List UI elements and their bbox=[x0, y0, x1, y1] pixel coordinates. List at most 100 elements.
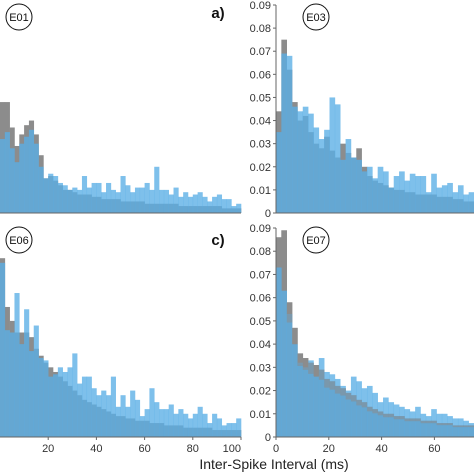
e01-blue-bar bbox=[144, 182, 150, 213]
e06-blue-bar bbox=[72, 353, 78, 437]
e03-blue-bars bbox=[276, 53, 474, 214]
e03-blue-bar bbox=[302, 106, 309, 213]
e01-blue-bar bbox=[178, 196, 184, 213]
e07-grey-overlay-bar bbox=[324, 378, 330, 388]
e01-blue-bar bbox=[62, 185, 68, 213]
e07-grey-overlay-bar bbox=[441, 423, 448, 426]
e03-blue-bar bbox=[318, 139, 325, 213]
e01-blue-bar bbox=[231, 206, 237, 213]
e07-blue-bar bbox=[468, 423, 474, 437]
e06-blue-bar bbox=[183, 413, 189, 437]
e06-blue-bar bbox=[24, 309, 30, 437]
e01-blue-bar bbox=[192, 194, 198, 213]
e06-blue-bar bbox=[202, 413, 208, 437]
e07-tick-labels: 0 0.01 0.02 0.03 0.04 0.05 0.06 0.07 0.08 0.09 0 20… bbox=[250, 223, 441, 455]
e06-blue-bar bbox=[62, 371, 68, 437]
e07-y-tick-label: 0.04 bbox=[250, 339, 271, 351]
e07-grey-overlay-bar bbox=[377, 411, 384, 416]
e06-blue-bar bbox=[221, 425, 227, 437]
e07-grey-overlay-bars bbox=[276, 230, 474, 428]
e01-blue-bar bbox=[72, 187, 78, 213]
e06-blue-bar bbox=[120, 395, 126, 437]
e03-blue-bar bbox=[286, 55, 293, 214]
e01-blue-bar bbox=[226, 199, 232, 213]
e07-grey-overlay-bar bbox=[286, 302, 293, 323]
e06-blue-bar bbox=[57, 367, 63, 437]
e06-blue-bar bbox=[139, 416, 145, 437]
e03-y-tick-label: 0.05 bbox=[250, 92, 271, 104]
e06-blue-bar bbox=[101, 390, 107, 437]
e06-blue-bar bbox=[91, 388, 97, 437]
e06-blue-bar bbox=[67, 367, 73, 437]
e07-blue-bar bbox=[308, 360, 314, 437]
e06-blue-bar bbox=[216, 418, 223, 437]
e07-x-tick-label: 40 bbox=[375, 443, 387, 455]
e03-blue-bar bbox=[409, 173, 416, 213]
e07-x-tick-label: 20 bbox=[323, 443, 335, 455]
e07-grey-overlay-bar bbox=[361, 402, 368, 408]
e03-y-tick-label: 0 bbox=[265, 208, 271, 220]
e03-blue-bar bbox=[350, 157, 357, 213]
e01-blue-bar bbox=[183, 192, 189, 213]
e01-blue-bar bbox=[24, 136, 30, 213]
e07-grey-overlay-bar bbox=[457, 425, 464, 428]
e07-blue-bar bbox=[377, 402, 384, 437]
e07-grey-overlay-bar bbox=[292, 327, 298, 345]
e07-y-tick-label: 0.08 bbox=[250, 246, 271, 258]
e07-blue-bar bbox=[404, 409, 411, 437]
e07-blue-bar bbox=[366, 385, 373, 437]
e07-y-tick-label: 0.05 bbox=[250, 316, 271, 328]
e06-x-tick-label: 60 bbox=[138, 443, 150, 455]
e07-grey-overlay-bar bbox=[463, 425, 469, 428]
e01-blue-bar bbox=[67, 189, 73, 213]
e06-blue-bar bbox=[178, 409, 184, 437]
e06-blue-bar bbox=[81, 376, 88, 437]
e03-y-tick-label: 0.01 bbox=[250, 185, 271, 197]
e01-blue-bar bbox=[207, 201, 213, 213]
e07-grey-overlay-bar bbox=[436, 423, 443, 426]
e06-panel-letter: c) bbox=[211, 232, 224, 249]
e06-blue-bar bbox=[0, 262, 6, 437]
e01-blue-bar bbox=[96, 182, 102, 213]
e07-blue-bar bbox=[393, 404, 400, 437]
e01-blue-bar bbox=[106, 182, 112, 213]
e06-blue-bar bbox=[163, 409, 169, 437]
e06-blue-bar bbox=[231, 423, 237, 437]
e06-tick-labels: 20 40 60 80 100 bbox=[42, 437, 242, 455]
e07-grey-overlay-bar bbox=[318, 369, 325, 380]
e01-blue-bar bbox=[4, 132, 10, 213]
e07-blue-bar bbox=[329, 374, 336, 437]
e01-blue-bar bbox=[120, 176, 126, 213]
e07-grey-overlay-bar bbox=[399, 416, 405, 420]
panel-e07: 0 0.01 0.02 0.03 0.04 0.05 0.06 0.07 0.08 0.09 0 20… bbox=[250, 223, 474, 455]
e01-blue-bar bbox=[173, 187, 179, 213]
e03-blue-bar bbox=[404, 180, 411, 213]
panel-e06: 20 40 60 80 100 E06 c) bbox=[0, 226, 242, 455]
e06-id-circle bbox=[5, 226, 33, 254]
e06-blue-bar bbox=[134, 399, 141, 437]
e06-blue-bar bbox=[9, 332, 15, 437]
e03-blue-bar bbox=[324, 129, 330, 213]
e07-blue-bar bbox=[356, 381, 362, 437]
e01-blue-bar bbox=[187, 196, 194, 213]
e01-blue-bar bbox=[81, 176, 88, 213]
e07-blue-bar bbox=[441, 413, 448, 437]
e06-blue-bar bbox=[226, 423, 232, 437]
e06-blue-bar bbox=[197, 406, 203, 437]
e07-x-tick-label: 0 bbox=[273, 443, 279, 455]
e06-x-tick-label: 20 bbox=[42, 443, 54, 455]
e01-blue-bar bbox=[86, 187, 92, 213]
e06-blue-bar bbox=[192, 413, 198, 437]
e07-grey-overlay-bar bbox=[393, 416, 400, 420]
e07-blue-bar bbox=[276, 267, 282, 437]
e03-blue-bar bbox=[436, 187, 443, 213]
e07-y-tick-label: 0 bbox=[265, 432, 271, 444]
e07-x-tick-label: 60 bbox=[428, 443, 440, 455]
e07-grey-overlay-bar bbox=[356, 399, 362, 406]
e07-blue-bar bbox=[334, 378, 341, 437]
panel-e03: 0 0.01 0.02 0.03 0.04 0.05 0.06 0.07 0.08 0.09 E0… bbox=[250, 0, 474, 220]
e07-blue-bar bbox=[436, 413, 443, 437]
e03-axes bbox=[275, 5, 474, 214]
e06-blue-bar bbox=[48, 376, 54, 437]
